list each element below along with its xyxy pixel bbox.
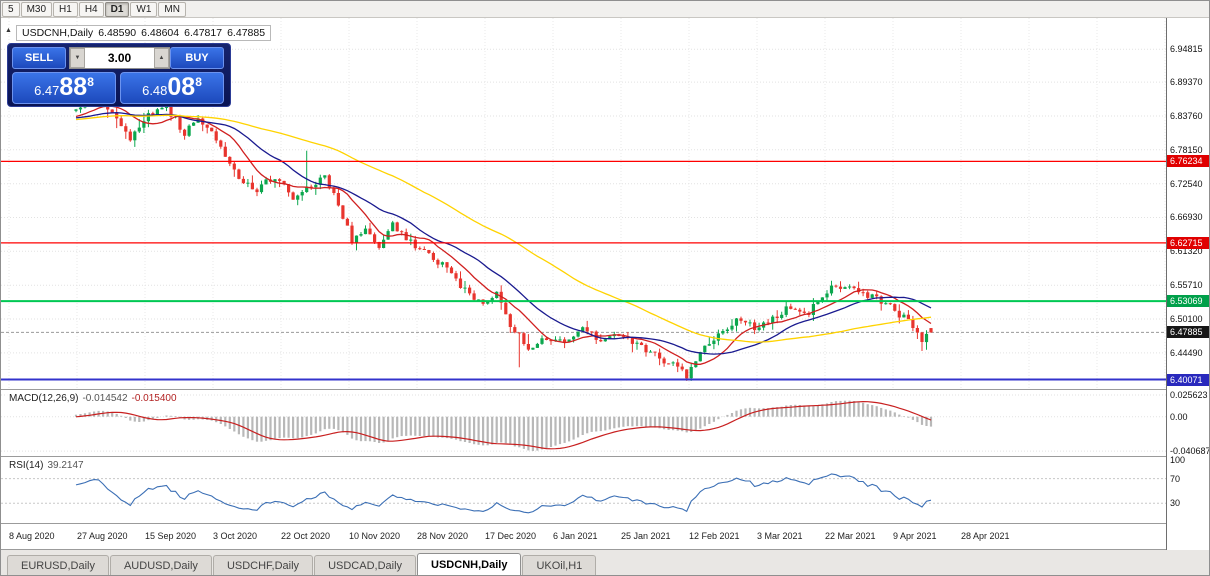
buy-button[interactable]: BUY xyxy=(170,47,224,69)
tab-usdcad-daily[interactable]: USDCAD,Daily xyxy=(314,555,417,575)
symbol-label: USDCNH,Daily xyxy=(22,27,94,39)
tab-eurusd-daily[interactable]: EURUSD,Daily xyxy=(7,555,109,575)
price-tick: 6.50100 xyxy=(1170,314,1203,325)
spin-down-icon: ▼ xyxy=(74,55,81,61)
trade-controls-row: SELL ▼ ▲ BUY xyxy=(8,47,230,69)
date-label: 10 Nov 2020 xyxy=(349,531,401,541)
buy-price-pips: 08 xyxy=(167,73,196,101)
symbol-tab-bar: EURUSD,Daily AUDUSD,Daily USDCHF,Daily USDC… xyxy=(1,550,1209,575)
price-tick: 6.83760 xyxy=(1170,110,1203,121)
rsi-tick: 30 xyxy=(1170,498,1181,509)
macd-chart-canvas[interactable] xyxy=(1,390,1166,456)
timeframe-toolbar: 5 M30 H1 H4 D1 W1 MN xyxy=(1,1,1209,18)
level-price-badge: 6.62715 xyxy=(1167,236,1209,249)
rsi-indicator-panel: RSI(14) 39.2147 xyxy=(1,457,1166,524)
date-label: 15 Sep 2020 xyxy=(145,531,197,541)
low-value: 6.47817 xyxy=(184,27,223,39)
high-value: 6.48604 xyxy=(141,27,180,39)
chart-ohlc-header: USDCNH,Daily 6.48590 6.48604 6.47817 6.47885 xyxy=(16,25,272,41)
volume-up-stepper[interactable]: ▲ xyxy=(154,48,169,68)
macd-signal-value: -0.015400 xyxy=(131,393,177,404)
date-label: 9 Apr 2021 xyxy=(893,531,937,541)
date-axis[interactable]: 8 Aug 2020 27 Aug 2020 15 Sep 2020 3 Oct 20… xyxy=(1,524,1166,550)
volume-spinner: ▼ ▲ xyxy=(69,47,170,69)
price-tick: 6.44490 xyxy=(1170,347,1203,358)
one-click-trading-panel: SELL ▼ ▲ BUY 6.47888 6.48088 xyxy=(7,43,231,107)
macd-label: MACD(12,26,9) -0.014542 -0.015400 xyxy=(7,393,179,404)
price-tick: 6.66930 xyxy=(1170,212,1203,223)
date-label: 8 Aug 2020 xyxy=(9,531,55,541)
level-price-badge: 6.76234 xyxy=(1167,155,1209,168)
sell-price-main: 6.47 xyxy=(34,83,60,98)
candlestick-chart-canvas[interactable] xyxy=(1,18,1166,389)
tab-usdchf-daily[interactable]: USDCHF,Daily xyxy=(212,555,314,575)
main-chart-panel: ▲ USDCNH,Daily 6.48590 6.48604 6.47817 6.478… xyxy=(1,18,1166,390)
tab-audusd-daily[interactable]: AUDUSD,Daily xyxy=(109,555,212,575)
price-tick: 6.89370 xyxy=(1170,77,1203,88)
date-label: 17 Dec 2020 xyxy=(485,531,537,541)
price-tick: 6.94815 xyxy=(1170,44,1203,55)
tab-ukoil-h1[interactable]: UKOil,H1 xyxy=(522,555,597,575)
macd-tick: 0.00 xyxy=(1170,411,1188,422)
macd-indicator-panel: MACD(12,26,9) -0.014542 -0.015400 xyxy=(1,390,1166,457)
price-tick: 6.78150 xyxy=(1170,144,1203,155)
rsi-tick: 70 xyxy=(1170,473,1181,484)
rsi-name: RSI(14) xyxy=(9,460,44,471)
timeframe-button-5[interactable]: 5 xyxy=(2,1,20,17)
level-price-badge: 6.40071 xyxy=(1167,373,1209,386)
buy-price-main: 6.48 xyxy=(142,83,168,98)
sell-button[interactable]: SELL xyxy=(12,47,66,69)
one-click-panel-toggle-icon[interactable]: ▲ xyxy=(5,27,12,34)
date-label: 3 Oct 2020 xyxy=(213,531,258,541)
macd-tick: 0.025623 xyxy=(1170,389,1208,400)
sell-price-pips: 88 xyxy=(59,73,88,101)
date-label: 12 Feb 2021 xyxy=(689,531,740,541)
timeframe-button-d1[interactable]: D1 xyxy=(104,1,130,17)
spin-up-icon: ▲ xyxy=(158,55,165,61)
tab-usdcnh-daily[interactable]: USDCNH,Daily xyxy=(417,553,522,575)
date-label: 6 Jan 2021 xyxy=(553,531,598,541)
sell-price-button[interactable]: 6.47888 xyxy=(12,72,116,104)
timeframe-button-m30[interactable]: M30 xyxy=(20,1,53,17)
date-label: 25 Jan 2021 xyxy=(621,531,671,541)
date-label: 28 Apr 2021 xyxy=(961,531,1010,541)
trade-prices-row: 6.47888 6.48088 xyxy=(8,72,230,105)
sell-price-point: 8 xyxy=(87,75,94,89)
date-label: 22 Mar 2021 xyxy=(825,531,876,541)
timeframe-button-mn[interactable]: MN xyxy=(158,1,186,17)
current-price-badge: 6.47885 xyxy=(1167,326,1209,339)
buy-price-point: 8 xyxy=(195,75,202,89)
price-axis[interactable]: 6.94815 6.89370 6.83760 6.78150 6.72540 6.669… xyxy=(1166,18,1210,550)
timeframe-button-h1[interactable]: H1 xyxy=(53,1,78,17)
date-label: 3 Mar 2021 xyxy=(757,531,803,541)
macd-main-value: -0.014542 xyxy=(82,393,128,404)
close-value: 6.47885 xyxy=(227,27,266,39)
rsi-tick: 100 xyxy=(1170,455,1186,466)
price-tick: 6.61320 xyxy=(1170,246,1203,257)
price-tick: 6.55710 xyxy=(1170,280,1203,291)
buy-price-button[interactable]: 6.48088 xyxy=(120,72,224,104)
volume-down-stepper[interactable]: ▼ xyxy=(70,48,85,68)
timeframe-button-h4[interactable]: H4 xyxy=(78,1,104,17)
macd-tick: -0.040687 xyxy=(1170,446,1210,457)
timeframe-button-w1[interactable]: W1 xyxy=(130,1,158,17)
rsi-label: RSI(14) 39.2147 xyxy=(7,460,86,471)
date-label: 27 Aug 2020 xyxy=(77,531,128,541)
volume-input[interactable] xyxy=(85,48,154,68)
rsi-chart-canvas[interactable] xyxy=(1,457,1166,523)
level-price-badge: 6.53069 xyxy=(1167,295,1209,308)
rsi-value: 39.2147 xyxy=(47,460,84,471)
date-label: 22 Oct 2020 xyxy=(281,531,331,541)
date-label: 28 Nov 2020 xyxy=(417,531,469,541)
open-value: 6.48590 xyxy=(98,27,137,39)
macd-name: MACD(12,26,9) xyxy=(9,393,79,404)
price-tick: 6.72540 xyxy=(1170,178,1203,189)
